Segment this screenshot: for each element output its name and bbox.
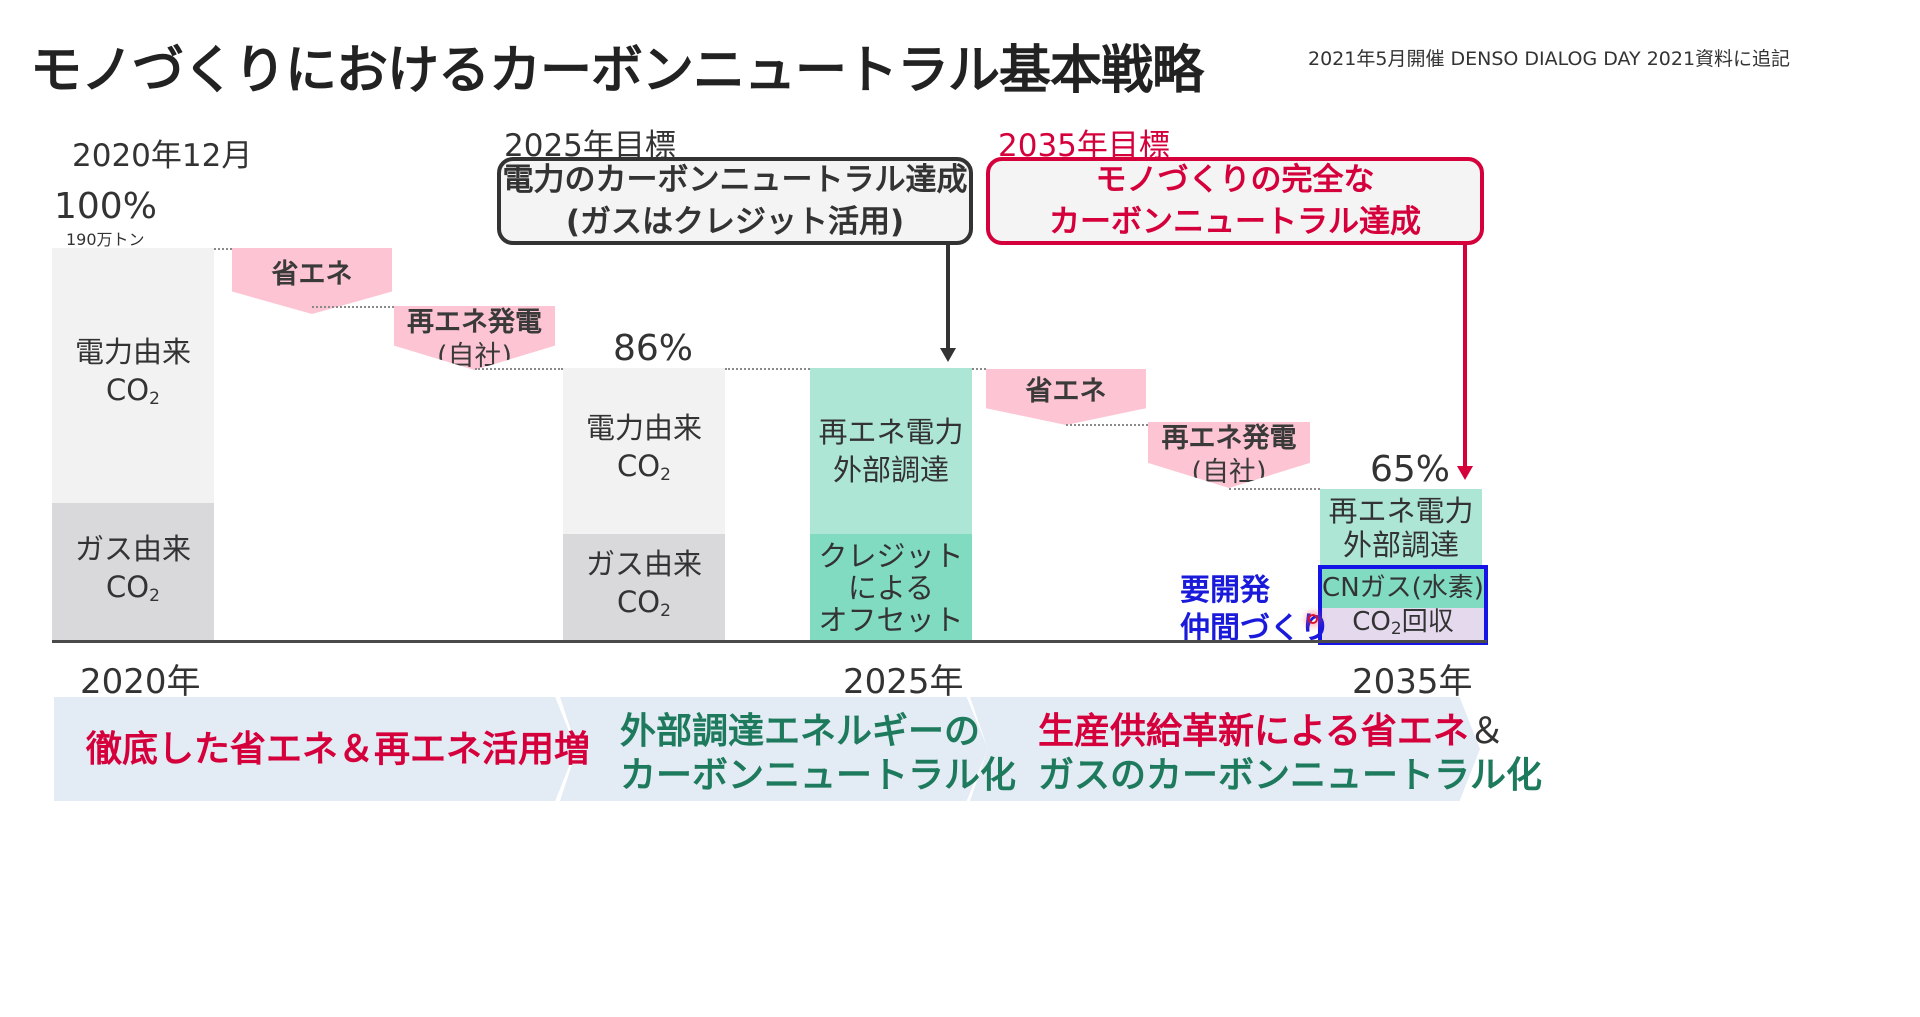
segment-label: 電力由来	[585, 410, 702, 445]
year-label-2020: 2020年	[80, 662, 201, 702]
arrow-down-icon	[940, 348, 956, 362]
segment-label: による	[847, 570, 935, 605]
mid-percent-label: 86%	[613, 328, 694, 369]
goal-text: カーボンニュートラル達成	[1049, 204, 1421, 240]
step-renewable-generation-1: 再エネ発電 (自社)	[394, 306, 555, 370]
chart-baseline	[52, 640, 1487, 643]
bar-2035-co2-capture-segment: CO2回収	[1320, 607, 1486, 643]
bar-86-electricity-segment: 電力由来 CO2	[563, 368, 725, 534]
connector-line	[214, 248, 232, 250]
connector-line	[972, 368, 986, 370]
segment-label: 再エネ電力	[818, 415, 964, 449]
segment-label: CO2回収	[1352, 607, 1454, 639]
goal-2025-arrow-line	[946, 245, 950, 349]
segment-co2-label: CO2	[106, 373, 160, 409]
step-sublabel: (自社)	[1191, 457, 1267, 488]
goal-2035-box: モノづくりの完全な カーボンニュートラル達成	[986, 157, 1484, 245]
segment-co2-label: CO2	[617, 585, 671, 621]
segment-label: 電力由来	[74, 335, 191, 369]
connector-line	[475, 368, 563, 370]
segment-co2-label: CO2	[106, 569, 160, 606]
phase-2-chevron	[560, 697, 988, 801]
bar-86-gas-segment: ガス由来 CO2	[563, 534, 725, 641]
year-label-2035: 2035年	[1352, 662, 1473, 702]
development-highlight-box	[1318, 565, 1488, 645]
development-callout: 要開発 仲間づくり	[1180, 572, 1330, 648]
page-title: モノづくりにおけるカーボンニュートラル基本戦略	[30, 41, 1204, 101]
phase-line: カーボンニュートラル化	[620, 755, 1017, 796]
segment-label: オフセット	[818, 602, 964, 637]
connector-line	[1229, 488, 1320, 490]
goal-text: (ガスはクレジット活用)	[565, 204, 905, 240]
goal-text: モノづくりの完全な	[1095, 162, 1375, 198]
step-renewable-generation-2: 再エネ発電 (自社)	[1148, 422, 1310, 488]
step-label: 再エネ発電	[1161, 423, 1297, 454]
pointer-dot-icon	[1308, 614, 1318, 624]
phase-line: 生産供給革新による省エネ＆	[1038, 711, 1505, 752]
year-label-2025: 2025年	[843, 662, 964, 702]
bar-2020-electricity-segment: 電力由来 CO2	[52, 248, 214, 503]
step-energy-saving-2: 省エネ	[986, 369, 1146, 425]
phase-1-text: 徹底した省エネ＆再エネ活用増	[86, 729, 591, 770]
connector-line	[1066, 424, 1148, 426]
end-percent-label: 65%	[1370, 449, 1451, 490]
goal-2025-box: 電力のカーボンニュートラル達成 (ガスはクレジット活用)	[497, 157, 973, 245]
segment-label: ガス由来	[585, 547, 702, 581]
bar-2020-gas-segment: ガス由来 CO2	[52, 503, 214, 641]
phase-3-chevron	[970, 697, 1480, 801]
bar-2035-renewable-segment: 再エネ電力 外部調達	[1320, 489, 1482, 567]
phase-line: 外部調達エネルギーの	[620, 711, 981, 752]
phase-2-text: 外部調達エネルギーの カーボンニュートラル化	[620, 710, 1016, 798]
arrow-down-icon	[1457, 466, 1473, 480]
start-date-label: 2020年12月	[72, 138, 253, 174]
step-label: 省エネ	[271, 259, 353, 290]
start-percent-label: 100%	[54, 186, 157, 227]
segment-label: クレジット	[818, 538, 964, 573]
goal-2035-arrow-line	[1463, 245, 1467, 467]
source-note: 2021年5月開催 DENSO DIALOG DAY 2021資料に追記	[1308, 48, 1791, 70]
segment-label: 再エネ電力	[1328, 494, 1474, 528]
phase-line: ガスのカーボンニュートラル化	[1038, 755, 1543, 796]
bar-2025-credit-offset-segment: クレジット による オフセット	[810, 534, 972, 641]
bar-2035-cn-gas-segment: CNガス(水素)	[1320, 567, 1486, 608]
segment-label: ガス由来	[74, 531, 191, 566]
segment-co2-label: CO2	[617, 448, 671, 485]
step-label: 省エネ	[1025, 376, 1107, 407]
connector-line	[312, 306, 394, 308]
step-label: 再エネ発電	[407, 307, 542, 338]
phase-1-chevron	[54, 697, 576, 801]
phase-3-text: 生産供給革新による省エネ＆ ガスのカーボンニュートラル化	[1038, 710, 1542, 798]
segment-label: CNガス(水素)	[1322, 572, 1484, 603]
start-amount-label: 190万トン	[66, 230, 145, 249]
step-energy-saving-1: 省エネ	[232, 248, 392, 314]
connector-line	[725, 368, 810, 370]
segment-label: 外部調達	[1342, 528, 1459, 562]
segment-label: 外部調達	[832, 453, 949, 487]
bar-2025-renewable-segment: 再エネ電力 外部調達	[810, 368, 972, 534]
goal-text: 電力のカーボンニュートラル達成	[502, 162, 968, 198]
callout-line: 要開発	[1180, 573, 1270, 608]
